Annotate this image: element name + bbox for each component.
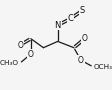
Text: O: O [17,40,23,50]
Text: CH₃O: CH₃O [0,60,19,66]
Text: C: C [67,14,73,23]
Text: O: O [81,34,87,43]
Text: S: S [79,6,84,15]
Text: O: O [28,50,33,59]
Text: O: O [77,56,83,65]
Text: N: N [54,21,60,30]
Text: OCH₃: OCH₃ [93,64,112,70]
